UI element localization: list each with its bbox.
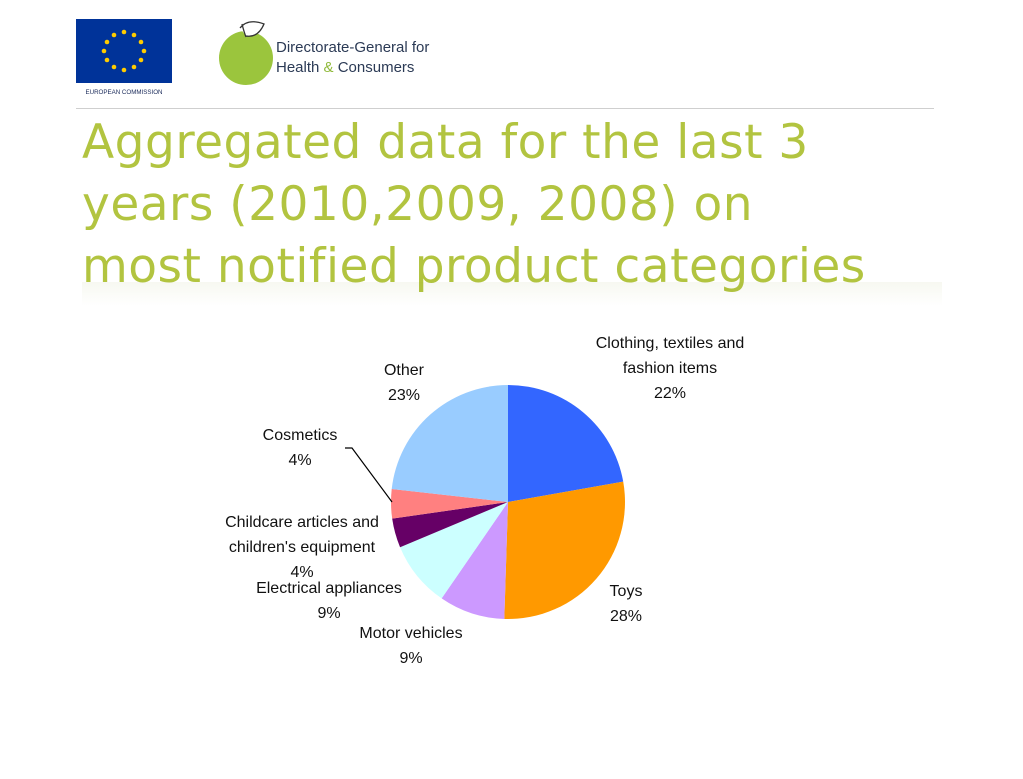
slice-percent-label: 23% [388,387,420,404]
dg-consumers: Consumers [337,59,415,76]
slice-name-label: Clothing, textiles and [596,335,745,352]
pie-slice [400,502,508,599]
slice-label: Clothing, textiles and fashion items 22% [596,335,745,402]
cosmetics-leader-line [345,447,393,503]
slice-name-label: Cosmetics [263,427,338,444]
dg-name: Directorate-General for Health & Consume… [276,38,429,78]
slice-percent-label: 22% [654,385,686,402]
pie-slice [391,385,508,502]
slice-percent-label: 9% [317,605,340,622]
european-commission-logo: EUROPEAN COMMISSION [76,19,172,96]
dg-health: Health [276,59,320,76]
pie-slice [441,502,508,619]
slice-name-label: children's equipment [229,539,376,556]
slice-name-label: Motor vehicles [359,625,462,642]
pie-slice [390,489,508,519]
slice-percent-label: 4% [290,564,313,581]
title-reflection [82,282,942,306]
slice-name-label: Toys [610,583,643,600]
slice-percent-label: 4% [288,452,311,469]
pie-slice [392,502,508,548]
dg-line2: Health & Consumers [276,58,429,78]
slice-label: Other 23% [384,362,425,404]
slice-label: Cosmetics 4% [263,427,338,469]
pie-slice [508,385,624,502]
slice-percent-label: 9% [399,650,422,667]
slice-name-label: Childcare articles and [225,514,379,531]
apple-icon [219,31,273,85]
eu-stars-icon [101,29,147,73]
header-divider [76,108,934,109]
slide-header: EUROPEAN COMMISSION Directorate-General … [0,0,1023,110]
title-line-2: years (2010,2009, 2008) on [82,177,754,232]
title-line-1: Aggregated data for the last 3 [82,115,809,170]
slice-name-label: Electrical appliances [256,580,402,597]
slice-name-label: Other [384,362,425,379]
dg-ampersand: & [323,59,334,76]
slide-title: Aggregated data for the last 3 years (20… [82,112,982,298]
slice-name-label: fashion items [623,360,717,377]
slice-label: Toys 28% [610,583,643,625]
dg-line1: Directorate-General for [276,39,430,56]
slice-label: Motor vehicles 9% [359,625,462,667]
dg-health-logo [219,21,273,85]
eu-logo-caption: EUROPEAN COMMISSION [85,89,162,96]
leaf-icon [239,21,265,37]
slice-percent-label: 28% [610,608,642,625]
slice-label: Childcare articles and children's equipme… [225,514,379,581]
pie-slice [504,481,625,619]
slice-label: Electrical appliances 9% [256,580,402,622]
title-line-3: most notified product categories [82,239,866,294]
